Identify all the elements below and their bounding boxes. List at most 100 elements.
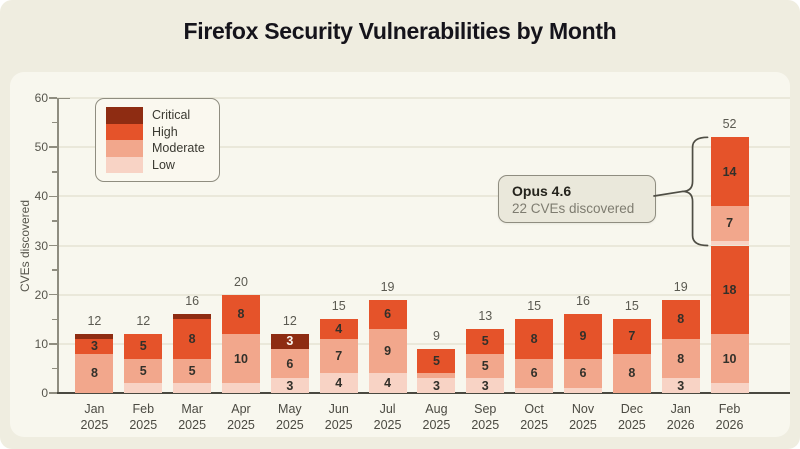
segment-value-label: 3: [677, 378, 685, 393]
bar-segment-high: 8: [515, 319, 554, 359]
y-tick-label-60: 60: [34, 91, 48, 105]
y-tick-label-30: 30: [34, 238, 48, 253]
bar-segment-low: [124, 383, 163, 393]
segment-value-label: 3: [286, 334, 294, 349]
annotation-subtitle: 22 CVEs discovered: [512, 201, 635, 216]
y-tick-label-40: 40: [34, 189, 48, 204]
x-tick-label-line: 2025: [422, 418, 451, 432]
x-tick-label-line: 2025: [617, 418, 646, 432]
segment-value-label: 14: [722, 164, 737, 179]
x-tick-label-line: May: [278, 402, 302, 416]
x-tick-label: Aug 2025: [412, 401, 461, 433]
bar-segment-low: [710, 383, 749, 393]
x-tick-label-line: Apr: [231, 402, 251, 416]
bar-segment-moderate: 7: [319, 338, 358, 374]
bar-segment-moderate: 5: [466, 353, 505, 379]
legend-swatch-low: [106, 156, 143, 173]
x-tick-label: Mar 2025: [168, 401, 217, 433]
segment-value-label: 10: [234, 351, 248, 366]
bar-total-label: 19: [380, 279, 395, 294]
legend-label-high: High: [152, 124, 178, 139]
x-tick-label-line: Nov: [571, 402, 595, 416]
bar-segment-moderate: 5: [124, 358, 163, 384]
x-tick-label-line: Feb: [718, 402, 741, 416]
x-tick-label-line: 2025: [129, 418, 158, 432]
x-tick-label: Jan 2025: [70, 401, 119, 433]
bar-segment-moderate: 10: [221, 334, 260, 384]
bar-segment-high: 14: [710, 137, 749, 207]
bar-segment-moderate: 6: [515, 358, 554, 389]
bar-total-label: 20: [234, 274, 248, 289]
x-tick-label: Jul 2025: [363, 401, 412, 433]
y-tick-10: [49, 343, 57, 345]
bar-total-label: 12: [282, 314, 297, 328]
bar-segment-low: 3: [466, 378, 505, 393]
x-tick-label-line: Aug: [425, 402, 448, 416]
legend-label-critical: Critical: [152, 108, 191, 122]
segment-value-label: 7: [726, 216, 734, 231]
x-tick-label-line: 2026: [666, 418, 695, 432]
y-tick-label-0: 0: [41, 386, 48, 400]
legend-label-low: Low: [152, 157, 175, 172]
gridline-10: [57, 342, 790, 345]
y-tick-60: [49, 97, 57, 99]
legend-swatches: [106, 107, 143, 173]
bar-segment-high: 5: [124, 334, 163, 359]
bar-segment-critical: [75, 334, 114, 339]
bar-total-label: 16: [185, 294, 200, 309]
bar-segment-high: 3: [75, 338, 114, 354]
bar-segment-low: [710, 240, 749, 246]
bar-total-label: 15: [331, 299, 346, 314]
y-tick-label-50: 50: [34, 140, 48, 155]
segment-value-label: 4: [335, 322, 343, 337]
bar-total-label: 15: [527, 299, 542, 314]
bar-segment-high: 7: [612, 319, 651, 354]
x-tick-label-line: 2025: [569, 418, 597, 432]
bar-segment-moderate: 8: [75, 353, 114, 393]
y-axis-cap: [57, 97, 70, 99]
bar-total-label: 16: [576, 294, 590, 309]
gridline-50: [57, 146, 790, 149]
bar-segment-high: 4: [319, 319, 358, 339]
segment-value-label: 6: [530, 366, 538, 381]
bar-total-label: 15: [624, 299, 639, 314]
segment-value-label: 3: [432, 378, 440, 393]
bar-segment-low: [515, 388, 554, 393]
x-tick-label-line: Sep: [474, 402, 497, 416]
bar-segment-critical: 3: [270, 334, 309, 349]
bar-segment-low: [221, 383, 260, 393]
segment-value-label: 4: [335, 376, 343, 391]
y-tick-45: [52, 171, 57, 173]
segment-value-label: 6: [579, 366, 587, 381]
bar-segment-high: 9: [563, 314, 602, 359]
y-tick-20: [49, 293, 57, 296]
y-tick-50: [49, 146, 57, 148]
legend: Critical High Moderate Low: [95, 98, 220, 182]
x-tick-label: Dec 2025: [607, 401, 656, 433]
legend-swatch-moderate: [106, 140, 143, 157]
bar-segment-low: [563, 388, 602, 393]
bar-segment-moderate: 9: [368, 329, 407, 374]
x-tick-label-line: Feb: [132, 402, 155, 416]
bar-segment-low: 4: [319, 373, 358, 393]
segment-value-label: 9: [579, 329, 587, 344]
x-tick-label-line: Jun: [328, 402, 349, 416]
segment-value-label: 6: [286, 356, 294, 371]
y-tick-40: [49, 195, 57, 198]
segment-value-label: 7: [628, 329, 636, 344]
segment-value-label: 8: [677, 351, 685, 366]
x-tick-label-line: Oct: [524, 402, 544, 416]
x-tick-label: Apr 2025: [217, 401, 266, 433]
y-tick-35: [52, 220, 57, 222]
y-tick-30: [49, 244, 57, 247]
y-tick-label-10: 10: [34, 336, 48, 351]
y-tick-25: [52, 269, 57, 271]
chart-title: Firefox Security Vulnerabilities by Mont…: [183, 18, 617, 44]
segment-value-label: 3: [481, 378, 489, 393]
gridline-60: [57, 97, 790, 99]
bar-segment-low: 3: [661, 378, 700, 393]
x-tick-label-line: Dec: [620, 402, 643, 416]
segment-value-label: 8: [530, 331, 538, 346]
x-tick-label-line: 2025: [80, 418, 109, 432]
